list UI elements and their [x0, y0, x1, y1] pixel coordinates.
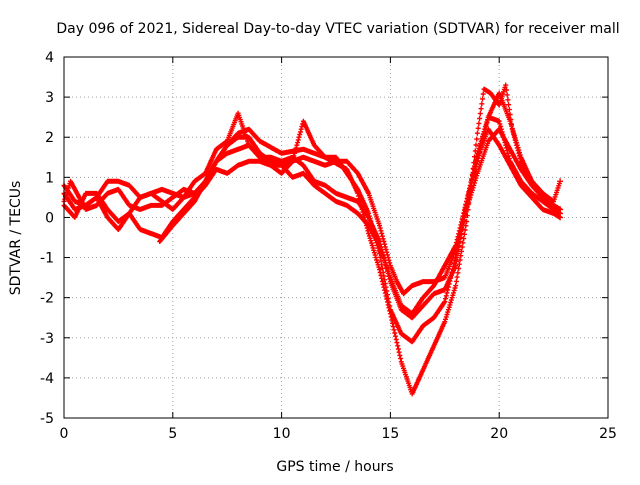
- data-series-track-5: [157, 82, 564, 397]
- y-tick-label: 4: [45, 50, 54, 66]
- y-tick-label: -2: [40, 291, 54, 307]
- x-tick-label: 25: [599, 426, 617, 442]
- y-tick-label: 1: [45, 170, 54, 186]
- x-tick-label: 5: [168, 426, 177, 442]
- x-tick-label: 20: [490, 426, 508, 442]
- y-axis-label: SDTVAR / TECUs: [8, 181, 24, 296]
- x-tick-label: 15: [381, 426, 399, 442]
- y-tick-label: 2: [45, 130, 54, 146]
- x-tick-label: 10: [273, 426, 291, 442]
- chart-title: Day 096 of 2021, Sidereal Day-to-day VTE…: [56, 21, 619, 37]
- axis-tick-labels: 0 5 10 15 20 25 -5 -4 -3 -2 -1 0 1 2 3 4: [40, 50, 617, 442]
- y-tick-label: -1: [40, 251, 54, 267]
- plot-frame: [63, 56, 609, 419]
- axis-ticks: [63, 56, 609, 419]
- y-tick-label: -5: [40, 411, 54, 427]
- x-tick-label: 0: [60, 426, 69, 442]
- y-tick-label: 3: [45, 90, 54, 106]
- x-axis-label: GPS time / hours: [276, 459, 393, 475]
- grid-lines: [64, 57, 608, 418]
- y-tick-label: 0: [45, 210, 54, 226]
- y-tick-label: -3: [40, 331, 54, 347]
- data-markers: [61, 82, 564, 397]
- y-tick-label: -4: [40, 371, 54, 387]
